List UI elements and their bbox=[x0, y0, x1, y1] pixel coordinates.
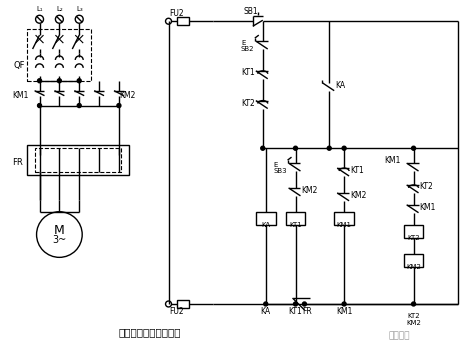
Text: KM2: KM2 bbox=[406, 264, 421, 270]
Bar bbox=[256, 212, 276, 225]
Circle shape bbox=[342, 146, 346, 150]
Circle shape bbox=[261, 146, 265, 150]
Text: FU2: FU2 bbox=[169, 307, 184, 316]
Text: KM2: KM2 bbox=[350, 191, 367, 201]
Circle shape bbox=[165, 18, 171, 24]
Text: KA: KA bbox=[335, 81, 345, 90]
Text: 定时自动循环控制电路: 定时自动循环控制电路 bbox=[119, 327, 181, 337]
Text: KT2: KT2 bbox=[419, 183, 433, 191]
Text: KM1: KM1 bbox=[384, 156, 400, 164]
Circle shape bbox=[35, 15, 43, 23]
Text: 技成培训: 技成培训 bbox=[389, 331, 410, 340]
Bar bbox=[286, 212, 305, 225]
Text: KM1: KM1 bbox=[12, 91, 28, 100]
Text: L₃: L₃ bbox=[76, 6, 83, 12]
Text: SB2: SB2 bbox=[241, 46, 255, 52]
Text: KT2: KT2 bbox=[241, 99, 255, 108]
Text: L₂: L₂ bbox=[56, 6, 63, 12]
Circle shape bbox=[342, 302, 346, 306]
Text: KT2: KT2 bbox=[407, 234, 420, 240]
Text: FU2: FU2 bbox=[169, 9, 184, 18]
Text: KT1: KT1 bbox=[289, 307, 303, 316]
Circle shape bbox=[117, 103, 121, 108]
Text: KM2: KM2 bbox=[302, 186, 318, 196]
Circle shape bbox=[165, 301, 171, 307]
Circle shape bbox=[36, 212, 82, 257]
Circle shape bbox=[57, 79, 61, 83]
Text: M: M bbox=[54, 224, 65, 237]
Text: 3~: 3~ bbox=[52, 235, 66, 245]
Text: KM1: KM1 bbox=[419, 203, 436, 212]
Bar bbox=[35, 148, 121, 172]
Circle shape bbox=[327, 146, 331, 150]
Text: KM2: KM2 bbox=[119, 91, 135, 100]
Text: SB3: SB3 bbox=[274, 168, 287, 174]
Circle shape bbox=[411, 302, 416, 306]
Text: KT1: KT1 bbox=[350, 166, 364, 174]
Text: E: E bbox=[241, 40, 245, 46]
Circle shape bbox=[77, 103, 81, 108]
Circle shape bbox=[303, 302, 306, 306]
Bar bbox=[403, 255, 424, 267]
Text: FR: FR bbox=[12, 157, 22, 167]
Text: QF: QF bbox=[14, 61, 25, 70]
Circle shape bbox=[411, 146, 416, 150]
Circle shape bbox=[77, 79, 81, 83]
Text: KT1: KT1 bbox=[289, 222, 302, 228]
Circle shape bbox=[294, 146, 297, 150]
Text: FR: FR bbox=[303, 307, 312, 316]
Circle shape bbox=[56, 15, 64, 23]
Bar bbox=[27, 145, 129, 175]
Text: KT2: KT2 bbox=[407, 313, 420, 319]
Text: SB1: SB1 bbox=[244, 7, 258, 16]
Text: KM1: KM1 bbox=[337, 222, 352, 228]
Bar bbox=[177, 17, 189, 25]
Circle shape bbox=[37, 79, 42, 83]
Text: E: E bbox=[274, 162, 278, 168]
Text: KM1: KM1 bbox=[336, 307, 352, 316]
Text: KA: KA bbox=[261, 307, 271, 316]
Bar bbox=[177, 300, 189, 308]
Text: KA: KA bbox=[261, 222, 270, 228]
Circle shape bbox=[294, 302, 297, 306]
Text: KT1: KT1 bbox=[241, 68, 255, 77]
Circle shape bbox=[264, 302, 268, 306]
Bar bbox=[334, 212, 354, 225]
Bar bbox=[27, 29, 91, 81]
Text: L₁: L₁ bbox=[36, 6, 43, 12]
Circle shape bbox=[37, 103, 42, 108]
Circle shape bbox=[75, 15, 83, 23]
Bar bbox=[403, 225, 424, 238]
Text: KM2: KM2 bbox=[406, 320, 421, 326]
